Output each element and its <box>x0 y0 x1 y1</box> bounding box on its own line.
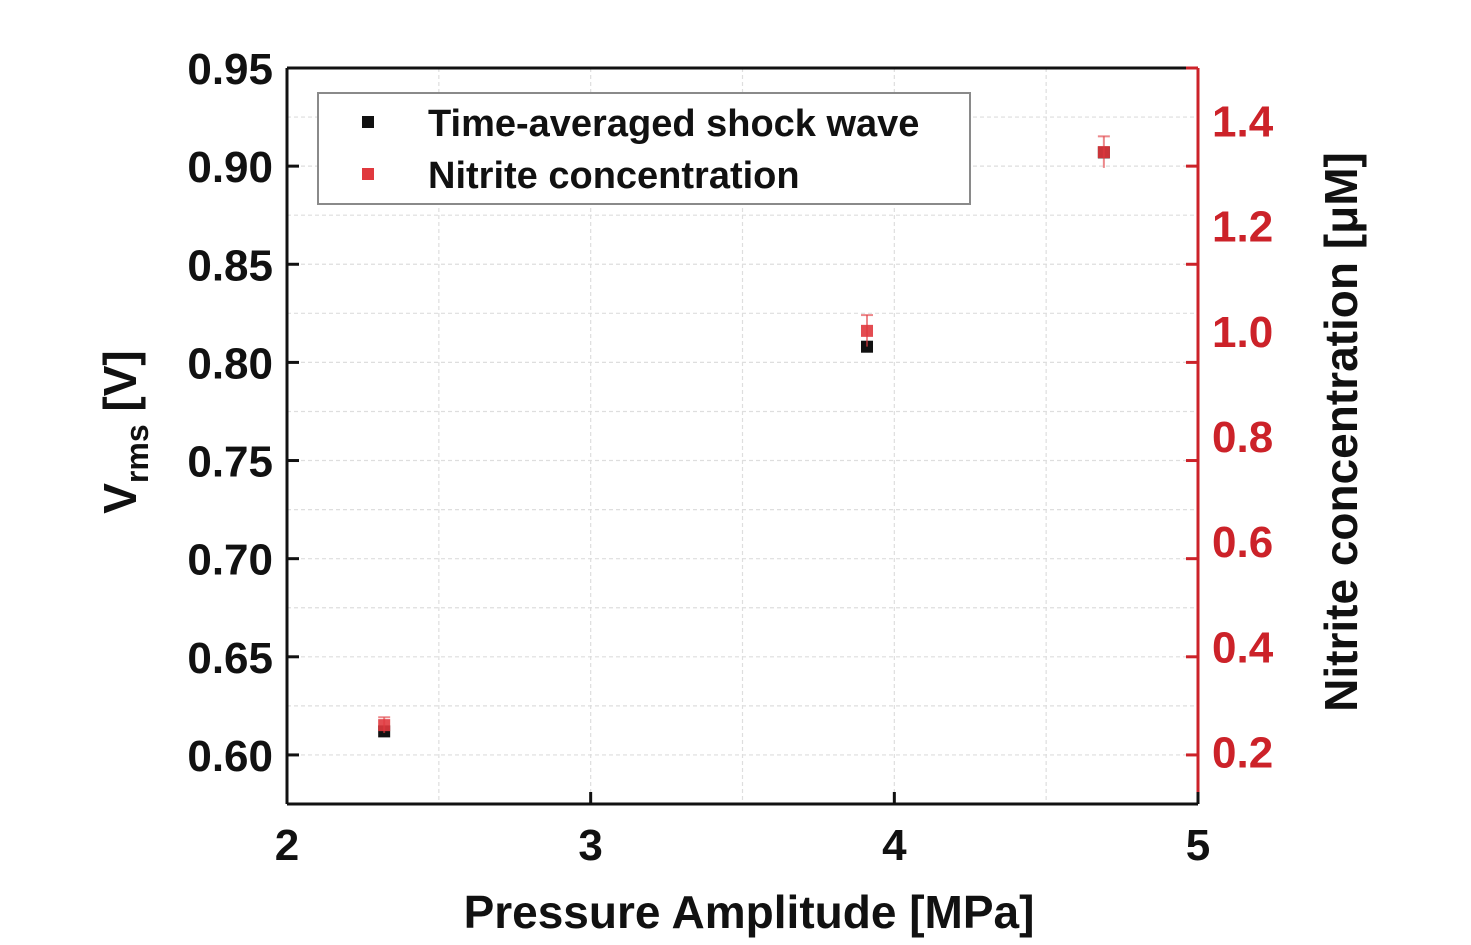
y-tick-label: 0.95 <box>187 45 273 94</box>
y2-tick-label: 0.4 <box>1212 623 1274 672</box>
y2-axis-title: Nitrite concentration [μM] <box>1315 152 1367 712</box>
legend-box <box>317 92 971 205</box>
x-tick-label: 3 <box>578 821 602 870</box>
tick-labels: 0.60 0.65 0.70 0.75 0.80 0.85 0.90 0.95 2 3 4 50.2 0… <box>187 45 1273 870</box>
data-point-nitrite <box>861 324 874 337</box>
axes <box>285 66 1200 806</box>
y-tick-label: 0.85 <box>187 241 273 290</box>
x-axis-title: Pressure Amplitude [MPa] <box>464 886 1035 938</box>
y-axis-title-sub: rms <box>119 424 155 483</box>
legend: Time-averaged shock wave Nitrite concent… <box>317 92 971 205</box>
y-axis-title: Vrms [V] <box>94 350 155 514</box>
x-tick-label: 2 <box>275 821 299 870</box>
y-tick-label: 0.80 <box>187 339 273 388</box>
y-tick-label: 0.60 <box>187 732 273 781</box>
y-tick-label: 0.65 <box>187 634 273 683</box>
legend-swatch-nitrite <box>362 168 374 180</box>
y2-tick-label: 1.2 <box>1212 203 1273 252</box>
data-point-nitrite <box>1097 146 1110 159</box>
y-tick-label: 0.75 <box>187 438 273 487</box>
y-tick-label: 0.90 <box>187 143 273 192</box>
y2-tick-label: 0.6 <box>1212 518 1273 567</box>
y-axis-title-unit: [V] <box>94 350 146 424</box>
x-tick-label: 5 <box>1186 821 1210 870</box>
y2-tick-label: 0.8 <box>1212 413 1273 462</box>
y2-tick-label: 0.2 <box>1212 728 1273 777</box>
data-point-shock-wave <box>861 340 874 353</box>
legend-swatch-shock-wave <box>362 116 374 128</box>
legend-label-nitrite: Nitrite concentration <box>428 155 800 197</box>
y2-tick-label: 1.4 <box>1212 98 1274 147</box>
y-axis-title-main: V <box>94 483 146 514</box>
x-tick-label: 4 <box>882 821 907 870</box>
data-marks <box>378 135 1110 738</box>
y2-tick-label: 1.0 <box>1212 308 1273 357</box>
legend-label-shock-wave: Time-averaged shock wave <box>428 103 919 145</box>
data-point-nitrite <box>378 719 391 732</box>
y-tick-label: 0.70 <box>187 536 273 585</box>
